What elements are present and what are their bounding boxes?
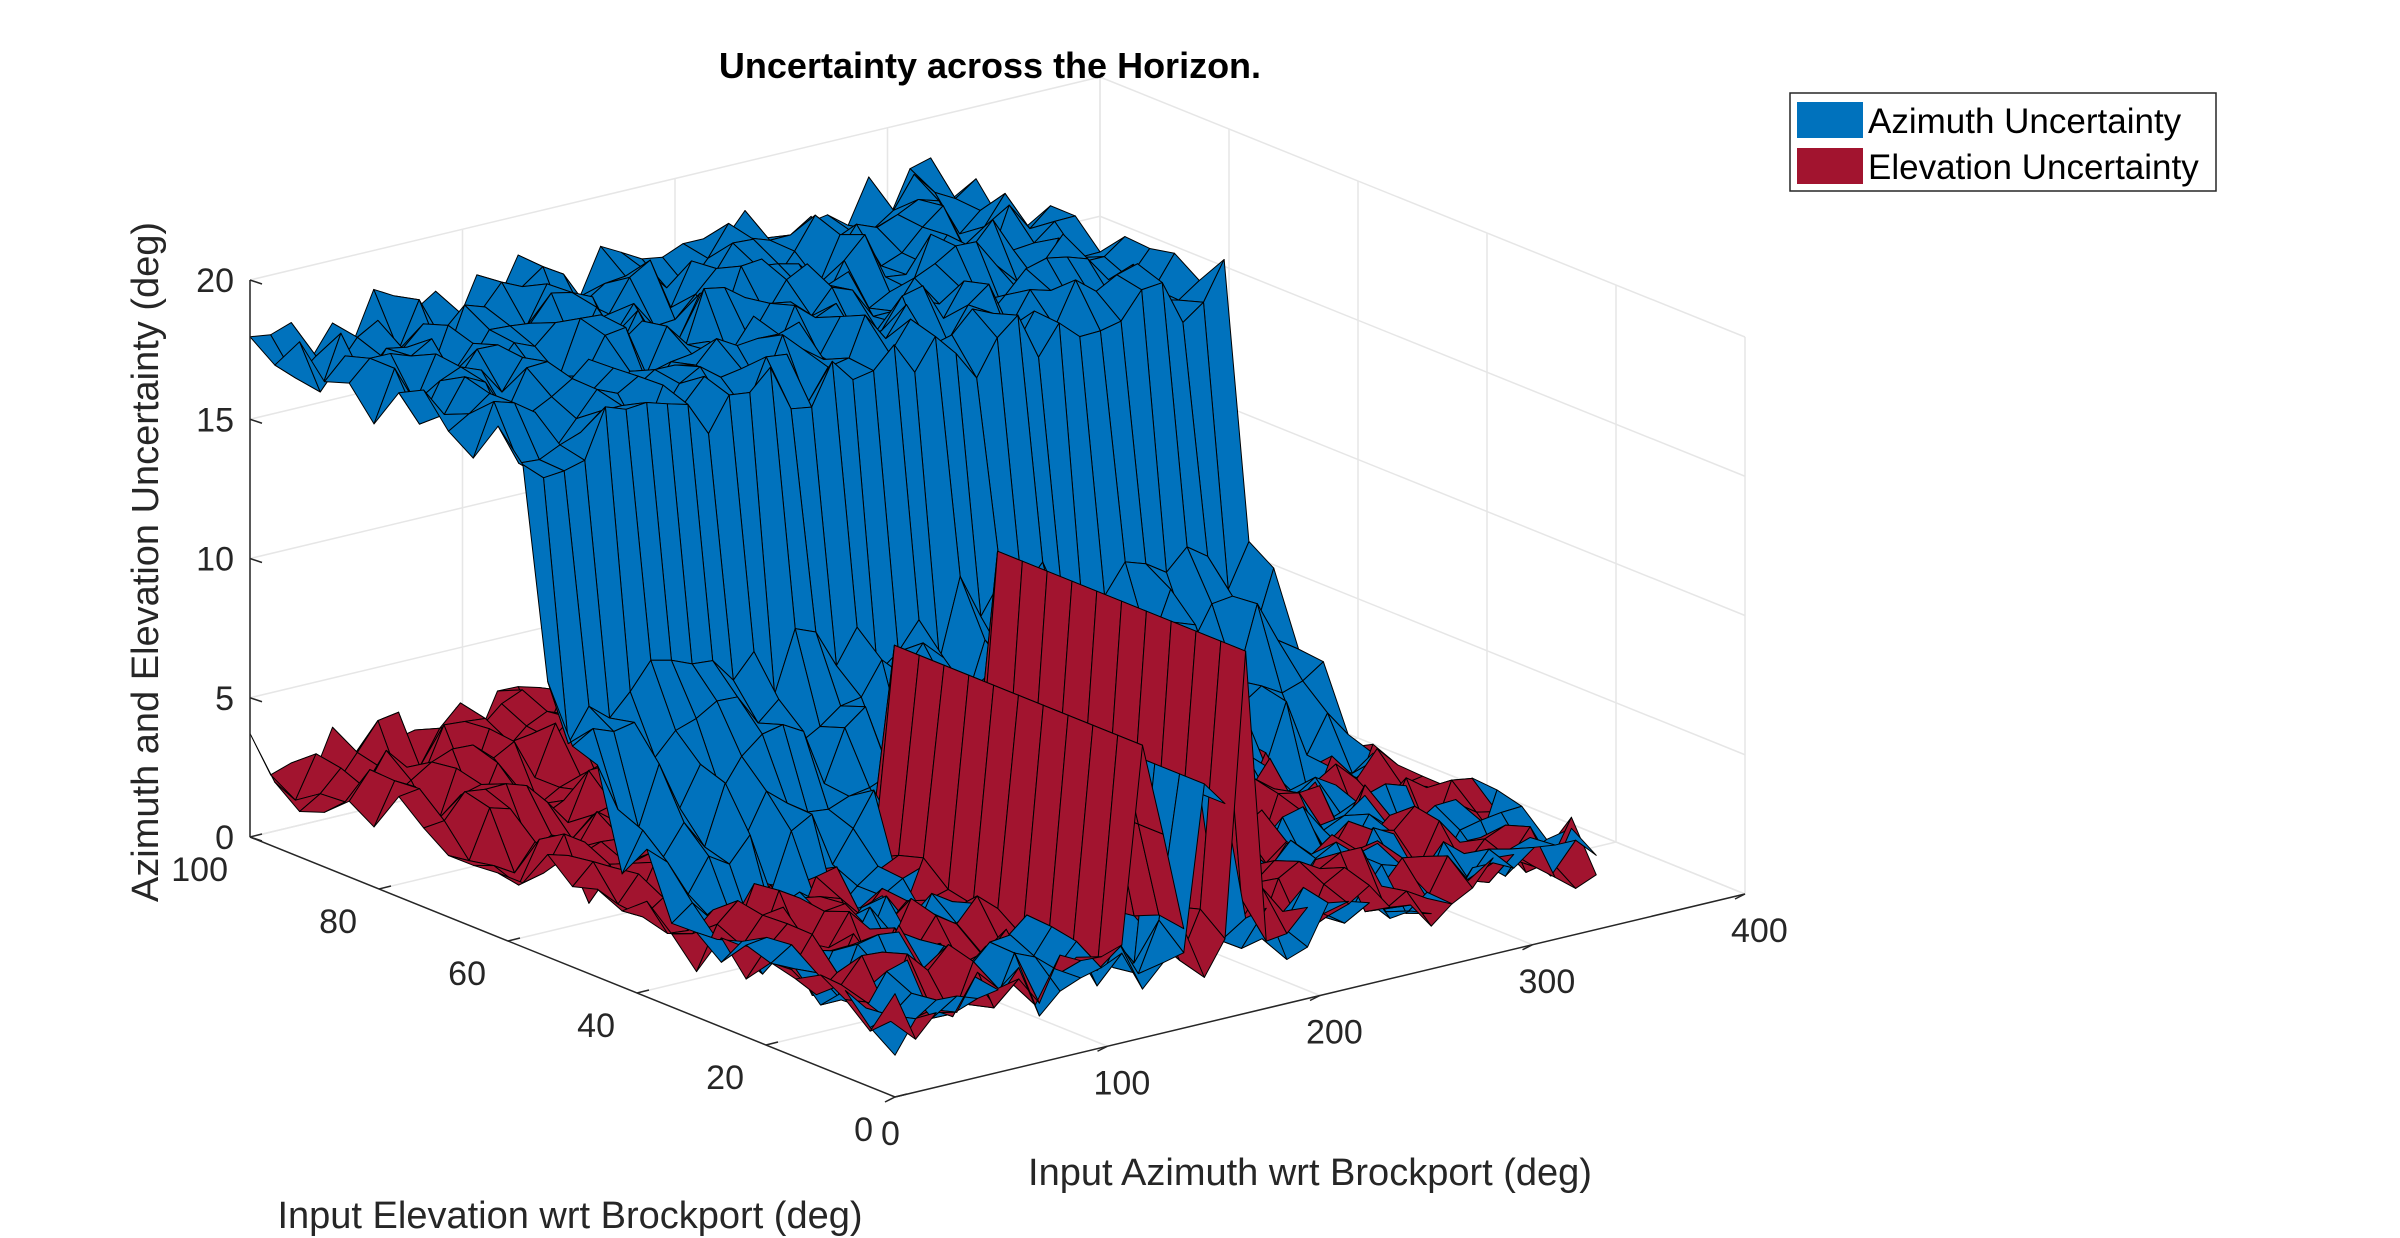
surface-patch-elevation xyxy=(869,993,917,1040)
y-tick-label: 20 xyxy=(706,1059,744,1097)
y-tick-mark xyxy=(378,885,392,890)
chart-title: Uncertainty across the Horizon. xyxy=(719,45,1261,86)
x-tick-label: 300 xyxy=(1519,963,1576,1001)
y-tick-mark xyxy=(636,989,650,994)
y-tick-label: 100 xyxy=(171,851,228,889)
x-tick-mark xyxy=(1309,994,1321,1002)
x-tick-mark xyxy=(1734,893,1746,900)
y-tick-mark xyxy=(765,1041,779,1046)
x-tick-mark xyxy=(1522,944,1533,951)
z-tick-label: 10 xyxy=(196,541,234,579)
y-tick-label: 0 xyxy=(854,1111,873,1149)
x-tick-mark xyxy=(884,1096,896,1103)
z-tick-label: 5 xyxy=(215,680,234,718)
z-tick-label: 20 xyxy=(196,262,234,300)
grid-line xyxy=(1099,215,1746,477)
x-tick-label: 100 xyxy=(1094,1064,1151,1102)
grid-line xyxy=(1099,76,1746,338)
z-tick-mark xyxy=(249,557,263,564)
x-axis-label: Input Azimuth wrt Brockport (deg) xyxy=(1028,1152,1592,1194)
surface-plot xyxy=(249,157,1597,1056)
axes xyxy=(249,279,1746,1103)
z-tick-mark xyxy=(249,279,263,285)
x-tick-mark xyxy=(1097,1045,1108,1052)
x-tick-label: 400 xyxy=(1731,912,1788,950)
x-tick-label: 200 xyxy=(1306,1014,1363,1052)
y-tick-label: 60 xyxy=(448,955,486,993)
z-axis-label: Azimuth and Elevation Uncertainty (deg) xyxy=(125,222,167,902)
x-tick-label: 0 xyxy=(881,1115,900,1153)
legend-swatch-azimuth xyxy=(1797,102,1863,138)
y-tick-label: 80 xyxy=(319,903,357,941)
z-tick-label: 15 xyxy=(196,401,234,439)
grid-line xyxy=(249,76,1101,281)
y-tick-mark xyxy=(894,1093,908,1098)
y-axis-label: Input Elevation wrt Brockport (deg) xyxy=(277,1195,862,1237)
y-tick-mark xyxy=(507,937,521,942)
z-tick-mark xyxy=(249,836,263,842)
y-tick-mark xyxy=(249,833,263,838)
z-tick-mark xyxy=(249,697,263,703)
legend-entry-azimuth: Azimuth Uncertainty xyxy=(1868,102,2182,141)
legend: Azimuth Uncertainty Elevation Uncertaint… xyxy=(1789,92,2217,192)
legend-entry-elevation: Elevation Uncertainty xyxy=(1868,148,2199,187)
y-tick-label: 40 xyxy=(577,1007,615,1045)
z-tick-mark xyxy=(249,418,263,424)
y-axis-line xyxy=(249,836,896,1098)
z-tick-label: 0 xyxy=(215,819,234,857)
legend-swatch-elevation xyxy=(1797,148,1863,184)
